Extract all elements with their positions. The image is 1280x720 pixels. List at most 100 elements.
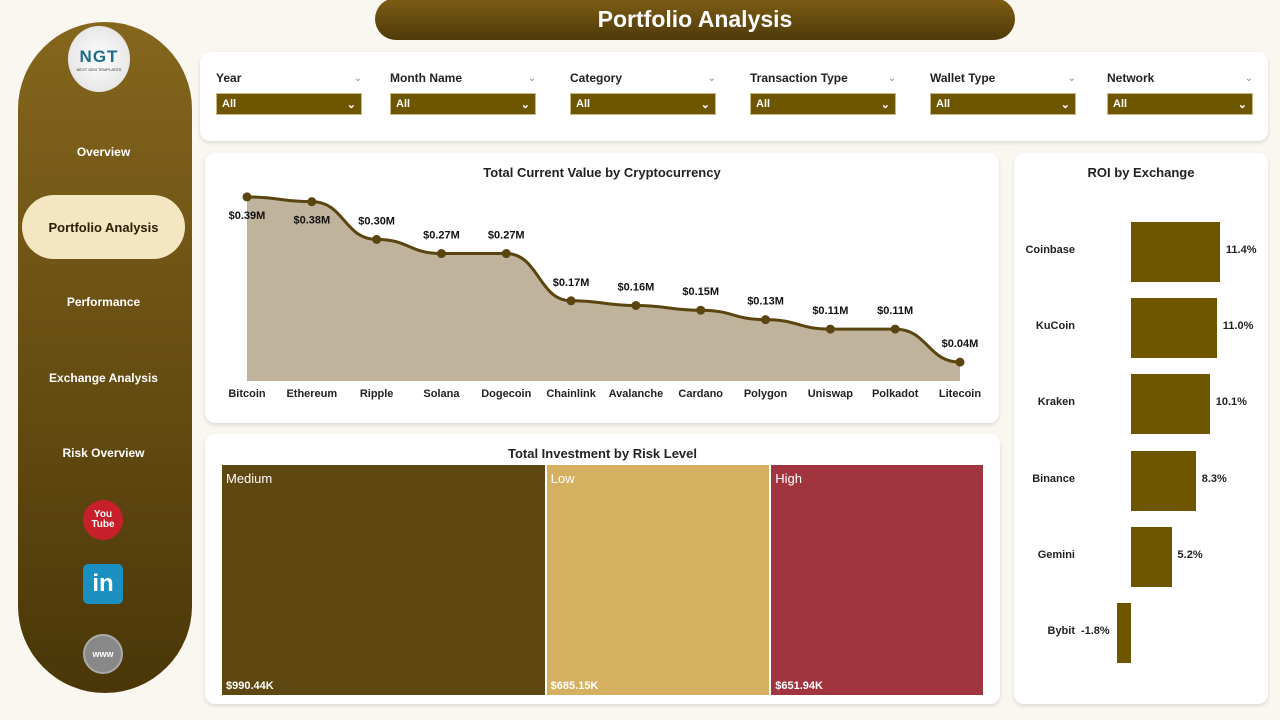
data-point [242, 192, 252, 202]
filter-label: Wallet Type [930, 71, 996, 85]
category-label: KuCoin [1035, 320, 1075, 333]
chevron-down-icon[interactable]: ⌄ [1244, 72, 1253, 84]
series-line [246, 195, 961, 364]
data-label: $0.38M [293, 215, 330, 227]
data-label: 10.1% [1215, 396, 1247, 409]
filter-label: Year [216, 71, 242, 85]
filter-value: All [576, 98, 591, 110]
filter-category: Category ⌄ All ⌄ [570, 68, 716, 115]
filter-network: Network ⌄ All ⌄ [1107, 68, 1253, 115]
filter-month-name: Month Name ⌄ All ⌄ [390, 68, 536, 115]
filter-value: All [396, 98, 411, 110]
page-title: Portfolio Analysis [597, 5, 793, 32]
x-tick-label: Solana [423, 388, 460, 400]
data-label: $0.27M [423, 230, 460, 242]
data-point [501, 249, 511, 259]
chevron-down-icon[interactable]: ⌄ [1067, 72, 1076, 84]
chevron-down-icon: ⌄ [700, 98, 710, 111]
area-fill [247, 196, 960, 381]
data-point [307, 197, 317, 207]
data-label: 5.2% [1177, 548, 1203, 561]
chart-title: Total Investment by Risk Level [507, 446, 698, 461]
x-tick-label: Polkadot [872, 388, 919, 400]
roi-bar[interactable] [1131, 298, 1217, 359]
data-label: $0.17M [553, 277, 590, 289]
sidebar-item-portfolio-analysis[interactable]: Portfolio Analysis [22, 195, 185, 259]
data-point [825, 324, 835, 334]
x-tick-label: Avalanche [609, 388, 664, 400]
data-point [761, 315, 771, 325]
filter-value: All [1113, 98, 1128, 110]
filter-value: All [936, 98, 951, 110]
chevron-down-icon: ⌄ [880, 98, 890, 111]
chevron-down-icon[interactable]: ⌄ [707, 72, 716, 84]
filter-dropdown[interactable]: All ⌄ [930, 93, 1076, 115]
x-tick-label: Ripple [360, 388, 394, 400]
linkedin-icon[interactable]: in [83, 564, 123, 604]
data-point [436, 249, 446, 259]
data-label: $0.13M [747, 296, 784, 308]
x-tick-label: Uniswap [808, 388, 854, 400]
data-label: $0.11M [877, 305, 913, 317]
filter-transaction-type: Transaction Type ⌄ All ⌄ [750, 68, 896, 115]
sidebar-item-exchange-analysis[interactable]: Exchange Analysis [49, 371, 158, 385]
chevron-down-icon: ⌄ [346, 98, 356, 111]
filter-dropdown[interactable]: All ⌄ [216, 93, 362, 115]
tile-label: Medium [226, 471, 273, 486]
roi-bar[interactable] [1116, 603, 1131, 663]
tile-label: Low [550, 471, 575, 486]
treemap-tile-high[interactable]: High $651.94K [771, 465, 983, 695]
x-tick-label: Bitcoin [228, 388, 266, 400]
sidebar-item-risk-overview[interactable]: Risk Overview [62, 446, 145, 460]
tile-value: $685.15K [550, 680, 599, 692]
filter-label: Month Name [390, 71, 462, 85]
treemap-tile-low[interactable]: Low $685.15K [546, 465, 770, 695]
logo: NGT NEXT GEN TEMPLATES [68, 26, 130, 92]
filter-dropdown[interactable]: All ⌄ [570, 93, 716, 115]
roi-bar[interactable] [1131, 222, 1220, 282]
filter-dropdown[interactable]: All ⌄ [390, 93, 536, 115]
filter-dropdown[interactable]: All ⌄ [1107, 93, 1253, 115]
data-label: -1.8% [1080, 625, 1110, 637]
data-label: $0.16M [618, 281, 655, 293]
chevron-down-icon[interactable]: ⌄ [887, 72, 896, 84]
x-tick-label: Dogecoin [481, 388, 531, 400]
filter-label: Network [1107, 71, 1155, 85]
filter-value: All [222, 98, 237, 110]
tile-value: $651.94K [775, 680, 823, 692]
category-label: Bybit [1047, 625, 1076, 637]
data-label: 11.0% [1222, 320, 1254, 333]
roi-bar[interactable] [1131, 526, 1172, 587]
chevron-down-icon: ⌄ [520, 98, 530, 111]
x-tick-label: Polygon [744, 388, 788, 400]
filter-year: Year ⌄ All ⌄ [216, 68, 362, 115]
page-title-bar: Portfolio Analysis [375, 0, 1015, 40]
data-label: $0.15M [682, 286, 719, 298]
roi-bar[interactable] [1131, 450, 1196, 511]
category-label: Kraken [1037, 396, 1075, 409]
chevron-down-icon[interactable]: ⌄ [353, 72, 362, 84]
chart-title: Total Current Value by Cryptocurrency [483, 165, 721, 180]
category-label: Coinbase [1025, 244, 1075, 256]
filter-dropdown[interactable]: All ⌄ [750, 93, 896, 115]
data-point [631, 300, 641, 310]
chevron-down-icon[interactable]: ⌄ [527, 72, 536, 84]
sidebar-item-performance[interactable]: Performance [66, 295, 141, 309]
data-label: $0.04M [942, 338, 979, 350]
youtube-icon[interactable]: You Tube [83, 500, 123, 540]
x-tick-label: Chainlink [546, 388, 596, 400]
filter-label: Transaction Type [750, 71, 848, 85]
chevron-down-icon: ⌄ [1237, 98, 1247, 111]
data-label: $0.39M [229, 210, 266, 222]
roi-bar[interactable] [1131, 374, 1210, 435]
x-tick-label: Ethereum [286, 388, 337, 400]
globe-icon[interactable]: www [83, 634, 123, 674]
data-point [696, 305, 706, 315]
treemap-tile-medium[interactable]: Medium $990.44K [222, 465, 545, 695]
sidebar-item-overview[interactable]: Overview [76, 145, 131, 159]
data-point [890, 324, 900, 334]
filter-value: All [756, 98, 771, 110]
filter-wallet-type: Wallet Type ⌄ All ⌄ [930, 68, 1076, 115]
data-label: 11.4% [1225, 244, 1257, 256]
